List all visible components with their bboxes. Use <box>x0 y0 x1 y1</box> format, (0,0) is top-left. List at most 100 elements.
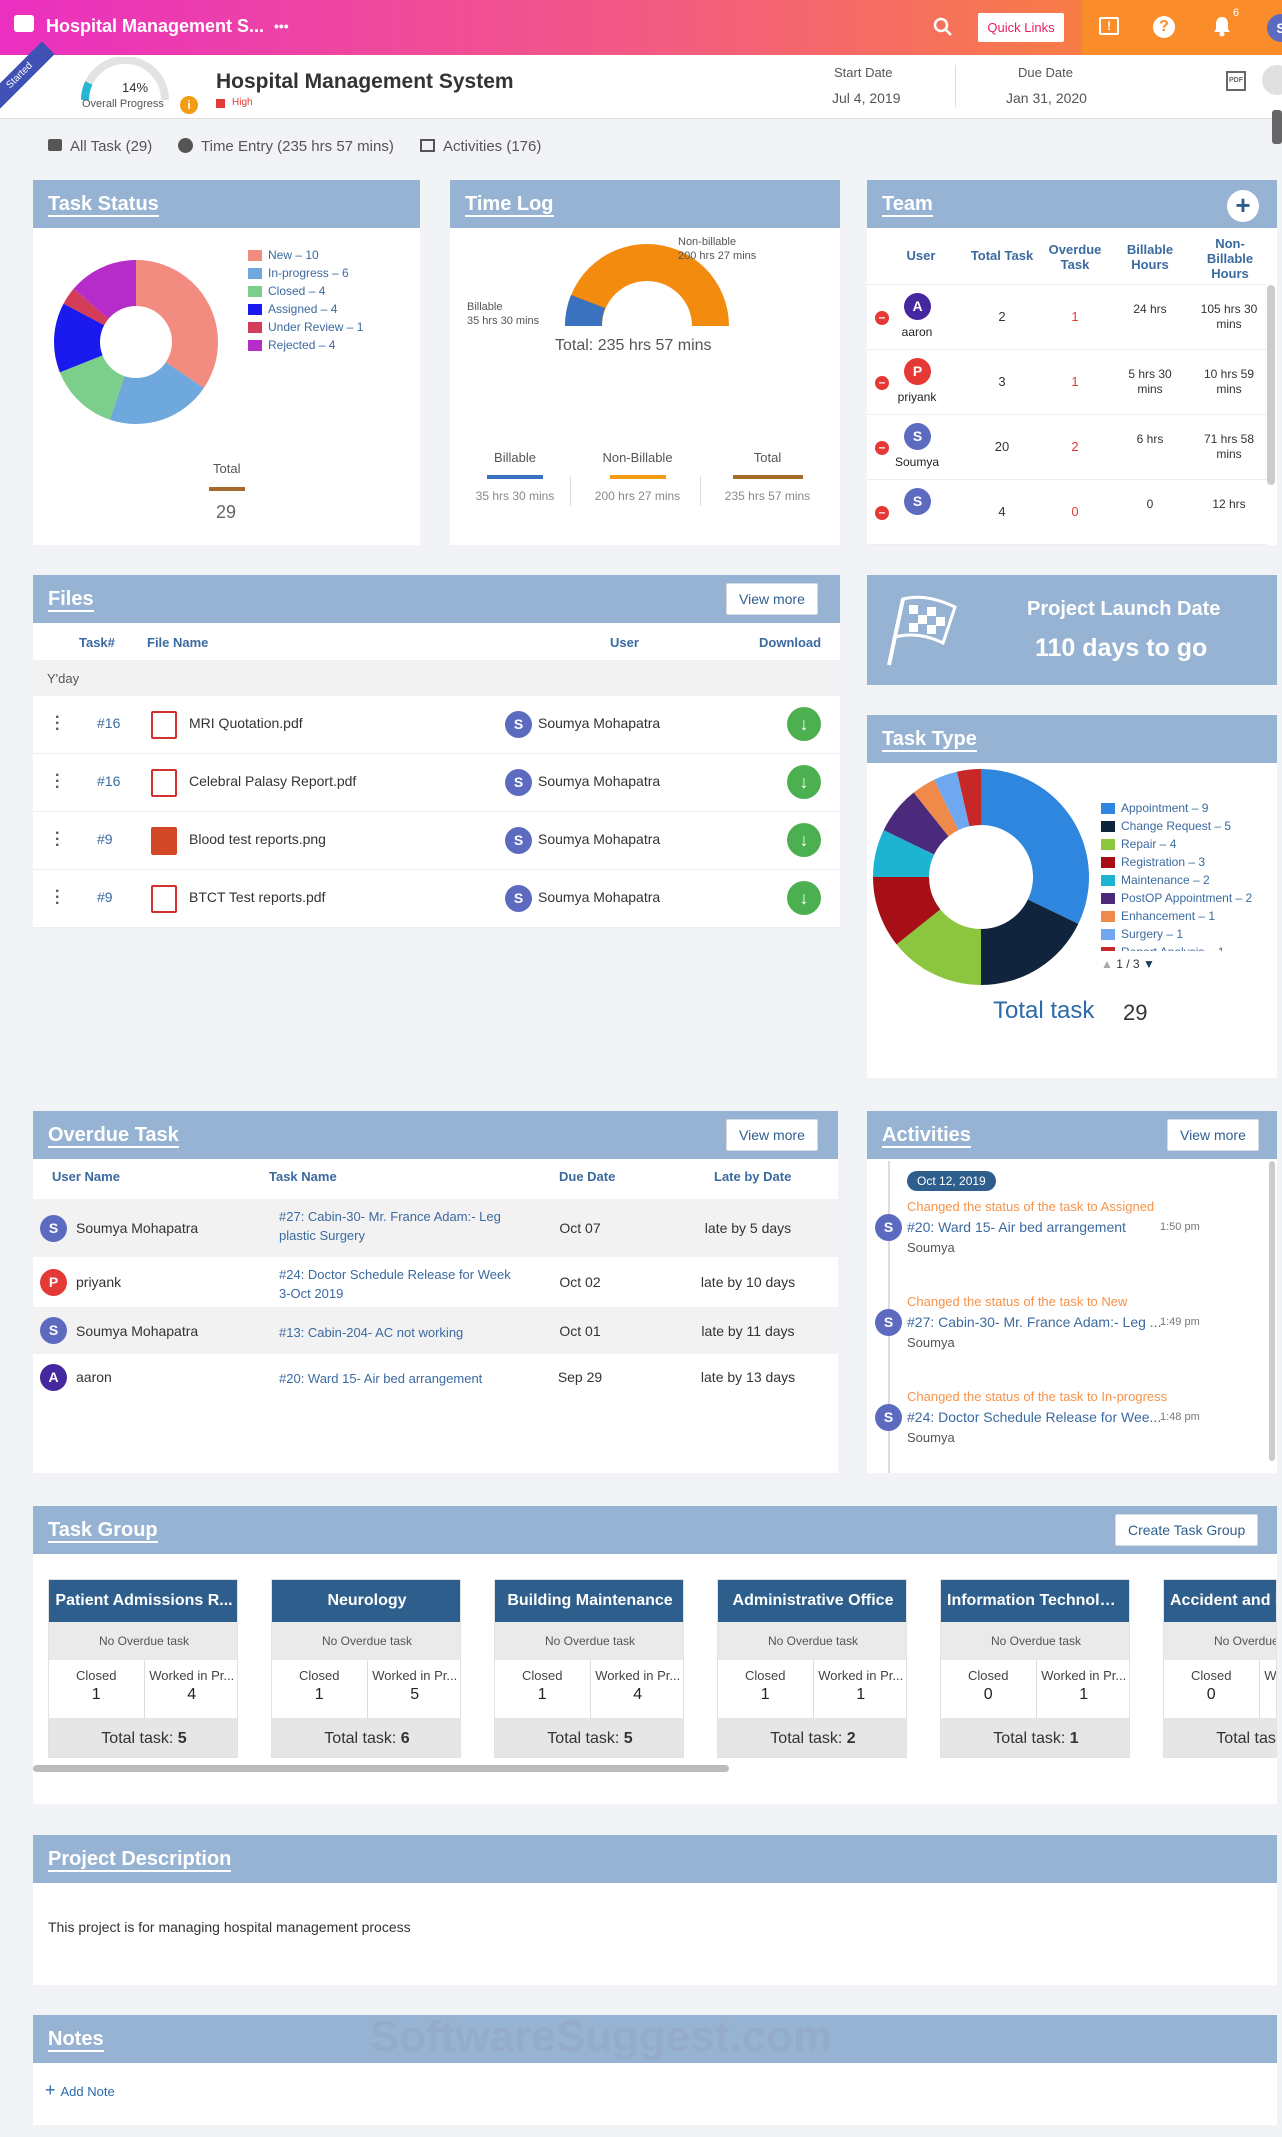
task-group-tile[interactable]: Neurology No Overdue task Closed 1 Worked in… <box>271 1579 461 1758</box>
tab-activities[interactable]: Activities (176) <box>420 138 541 155</box>
create-task-group-button[interactable]: Create Task Group <box>1115 1514 1259 1546</box>
activity-item[interactable]: Changed the status of the task to New S #2… <box>867 1294 1267 1389</box>
task-link[interactable]: #20: Ward 15- Air bed arrangement <box>279 1371 483 1386</box>
task-link[interactable]: #27: Cabin-30- Mr. France Adam:- Leg pla… <box>279 1209 501 1243</box>
user-avatar[interactable]: S <box>1267 14 1282 42</box>
activity-task-link[interactable]: #27: Cabin-30- Mr. France Adam:- Leg ... <box>907 1314 1162 1330</box>
legend-label: Closed – 4 <box>268 284 326 298</box>
time-summary-billable: Billable 35 hrs 30 mins <box>460 450 570 503</box>
download-icon[interactable]: ↓ <box>787 765 821 799</box>
legend-swatch <box>248 322 262 334</box>
task-type-legend: Appointment – 9 Change Request – 5 Repair … <box>1101 799 1277 951</box>
row-menu-icon[interactable]: · · · <box>55 709 61 738</box>
file-name[interactable]: MRI Quotation.pdf <box>189 715 303 731</box>
total-task-label: Total task <box>993 997 1095 1024</box>
no-overdue-label: No Overdue task <box>718 1622 906 1660</box>
row-menu-icon[interactable]: · · · <box>55 883 61 912</box>
download-icon[interactable]: ↓ <box>787 881 821 915</box>
pdf-export-icon[interactable]: PDF <box>1226 71 1246 91</box>
group-stats: Closed 1 Worked in Pr... 4 <box>49 1660 237 1718</box>
row-menu-icon[interactable]: · · · <box>55 767 61 796</box>
bell-icon[interactable] <box>1212 15 1232 37</box>
file-row[interactable]: · · · #9 Blood test reports.png S Soumya Mohap… <box>33 812 840 870</box>
tab-all-task[interactable]: All Task (29) <box>48 138 152 155</box>
remove-member-icon[interactable]: – <box>875 506 889 520</box>
member-name: Soumya <box>894 455 940 469</box>
legend-label: Enhancement – 1 <box>1121 909 1216 923</box>
task-group-tile[interactable]: Accident and EmergencyNo Overdue taskClo… <box>1163 1579 1277 1758</box>
worked-value: 4 <box>187 1686 197 1703</box>
task-number[interactable]: #9 <box>97 889 113 905</box>
remove-member-icon[interactable]: – <box>875 376 889 390</box>
task-group-tile[interactable]: Patient Admissions R... No Overdue task Cl… <box>48 1579 238 1758</box>
row-menu-icon[interactable]: · · · <box>55 825 61 854</box>
task-link[interactable]: #13: Cabin-204- AC not working <box>279 1324 464 1340</box>
tab-time-entry[interactable]: Time Entry (235 hrs 57 mins) <box>178 138 394 155</box>
briefcase-icon[interactable] <box>14 15 34 32</box>
files-view-more-button[interactable]: View more <box>726 583 818 615</box>
file-name[interactable]: Celebral Palasy Report.pdf <box>189 773 357 789</box>
remove-member-icon[interactable]: – <box>875 311 889 325</box>
activity-item[interactable]: Changed the status of the task to Assign… <box>867 1199 1267 1294</box>
download-icon[interactable]: ↓ <box>787 823 821 857</box>
add-note-label: Add Note <box>60 2084 115 2099</box>
activity-item[interactable]: Changed the status of the task to In-pro… <box>867 1389 1267 1473</box>
activities-view-more-button[interactable]: View more <box>1167 1119 1259 1151</box>
legend-swatch <box>1101 893 1115 905</box>
top-navigation-bar: Hospital Management S... ••• Quick Links… <box>0 0 1282 55</box>
prev-page-icon[interactable]: ▲ <box>1101 957 1113 971</box>
search-icon[interactable] <box>932 16 954 38</box>
legend-pager[interactable]: ▲ 1 / 3 ▼ <box>1101 957 1155 971</box>
activity-task-link[interactable]: #20: Ward 15- Air bed arrangement <box>907 1219 1126 1235</box>
download-icon[interactable]: ↓ <box>787 707 821 741</box>
closed-label: Closed <box>522 1668 563 1683</box>
late-by: late by 11 days <box>701 1322 795 1339</box>
legend-swatch <box>1101 821 1115 833</box>
task-group-tile[interactable]: Building Maintenance No Overdue task Close… <box>494 1579 684 1758</box>
task-group-tile[interactable]: Information Technology No Overdue task Clo… <box>940 1579 1130 1758</box>
legend-label: Rejected – 4 <box>268 338 336 352</box>
task-number[interactable]: #16 <box>97 773 121 789</box>
late-by: late by 10 days <box>700 1274 796 1290</box>
legend-swatch <box>248 340 262 352</box>
team-scrollbar[interactable] <box>1267 285 1275 485</box>
feedback-icon[interactable]: ! <box>1099 17 1119 35</box>
activities-scrollbar[interactable] <box>1269 1161 1275 1461</box>
overdue-title: Overdue Task <box>48 1124 179 1148</box>
closed-label: Closed <box>968 1668 1009 1683</box>
group-label: Y'day <box>47 671 80 686</box>
task-group-tile[interactable]: Administrative Office No Overdue task Clos… <box>717 1579 907 1758</box>
task-link[interactable]: #24: Doctor Schedule Release for Week 3-… <box>279 1267 511 1301</box>
file-name[interactable]: Blood test reports.png <box>189 831 326 847</box>
remove-member-icon[interactable]: – <box>875 441 889 455</box>
table-row[interactable]: S Soumya Mohapatra #27: Cabin-30- Mr. Fran… <box>33 1199 838 1257</box>
file-row[interactable]: · · · #9 BTCT Test reports.pdf S Soumya Mohapa… <box>33 870 840 928</box>
billable-label: Billable <box>467 301 503 313</box>
add-member-button[interactable]: + <box>1227 190 1259 222</box>
nonbillable-hours-value: 105 hrs 30 mins <box>1200 302 1258 331</box>
add-note-button[interactable]: + Add Note <box>45 2080 115 2101</box>
file-row[interactable]: · · · #16 Celebral Palasy Report.pdf S Soumya … <box>33 754 840 812</box>
task-number[interactable]: #9 <box>97 831 113 847</box>
notes-card: Notes + Add Note <box>33 2015 1277 2125</box>
overdue-view-more-button[interactable]: View more <box>726 1119 818 1151</box>
task-group-scrollbar[interactable] <box>33 1765 729 1772</box>
notification-count: 6 <box>1233 7 1240 19</box>
next-page-icon[interactable]: ▼ <box>1142 957 1155 971</box>
total-task-value: 4 <box>998 504 1006 519</box>
info-icon[interactable]: i <box>180 96 198 114</box>
help-icon[interactable]: ? <box>1153 16 1175 38</box>
scrollbar[interactable] <box>1272 110 1282 144</box>
nonbillable-hours-value: 12 hrs <box>1212 497 1246 511</box>
file-row[interactable]: · · · #16 MRI Quotation.pdf S Soumya Mohapatra… <box>33 696 840 754</box>
task-number[interactable]: #16 <box>97 715 121 731</box>
more-options-icon[interactable]: ••• <box>274 18 289 34</box>
apps-grid-icon[interactable] <box>1262 65 1282 95</box>
file-name[interactable]: BTCT Test reports.pdf <box>189 889 326 905</box>
table-row[interactable]: S Soumya Mohapatra #13: Cabin-204- AC not … <box>33 1307 838 1354</box>
quick-links-button[interactable]: Quick Links <box>978 13 1064 42</box>
legend-swatch <box>248 268 262 280</box>
activity-task-link[interactable]: #24: Doctor Schedule Release for Wee... <box>907 1409 1162 1425</box>
